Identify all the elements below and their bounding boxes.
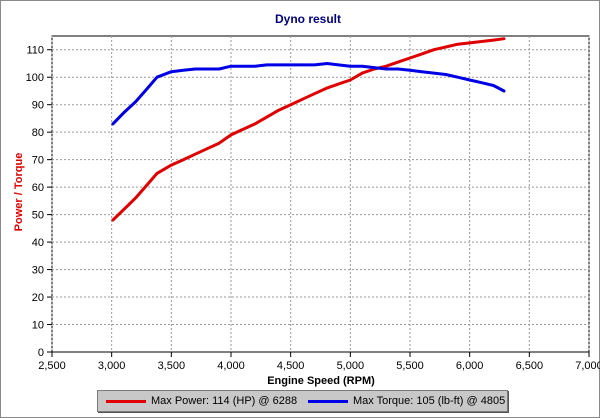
x-axis-label: Engine Speed (RPM) — [267, 375, 375, 387]
y-tick-label: 70 — [32, 155, 44, 167]
x-tick-label: 4,000 — [217, 360, 245, 372]
axis-ticks: 2,500 3,000 3,500 4,000 4,500 5,000 5,500 6,000… — [26, 45, 600, 372]
series-line-power — [111, 37, 506, 222]
y-tick-label: 60 — [32, 182, 44, 194]
y-tick-label: 40 — [32, 237, 44, 249]
x-tick-label: 6,000 — [456, 360, 484, 372]
y-tick-label: 90 — [32, 100, 44, 112]
y-tick-label: 50 — [32, 210, 44, 222]
plot-area — [51, 35, 590, 353]
legend: Max Power: 114 (HP) @ 6288 Max Torque: 1… — [97, 390, 508, 412]
series-lines — [111, 37, 506, 222]
legend-label-torque: Max Torque: 105 (lb-ft) @ 4805 — [353, 395, 506, 407]
y-axis-label: Power / Torque — [13, 153, 25, 232]
legend-item-power: Max Power: 114 (HP) @ 6288 — [106, 391, 297, 411]
y-tick-label: 80 — [32, 127, 44, 139]
x-tick-label: 3,500 — [158, 360, 186, 372]
legend-swatch-torque — [308, 399, 348, 403]
y-tick-label: 0 — [38, 347, 44, 359]
x-tick-label: 3,000 — [98, 360, 126, 372]
x-tick-label: 7,000 — [575, 360, 600, 372]
x-tick-label: 4,500 — [277, 360, 305, 372]
y-tick-label: 30 — [32, 265, 44, 277]
x-tick-label: 2,500 — [38, 360, 66, 372]
y-tick-label: 20 — [32, 292, 44, 304]
x-tick-label: 6,500 — [516, 360, 544, 372]
y-tick-label: 10 — [32, 320, 44, 332]
y-tick-label: 110 — [26, 45, 44, 57]
chart-title: Dyno result — [275, 12, 341, 26]
y-tick-label: 100 — [26, 72, 44, 84]
grid-lines — [51, 36, 590, 352]
legend-item-torque: Max Torque: 105 (lb-ft) @ 4805 — [308, 391, 505, 411]
series-line-torque — [111, 62, 506, 126]
x-tick-label: 5,000 — [337, 360, 365, 372]
x-tick-label: 5,500 — [396, 360, 424, 372]
legend-label-power: Max Power: 114 (HP) @ 6288 — [151, 395, 298, 407]
legend-swatch-power — [106, 399, 146, 403]
